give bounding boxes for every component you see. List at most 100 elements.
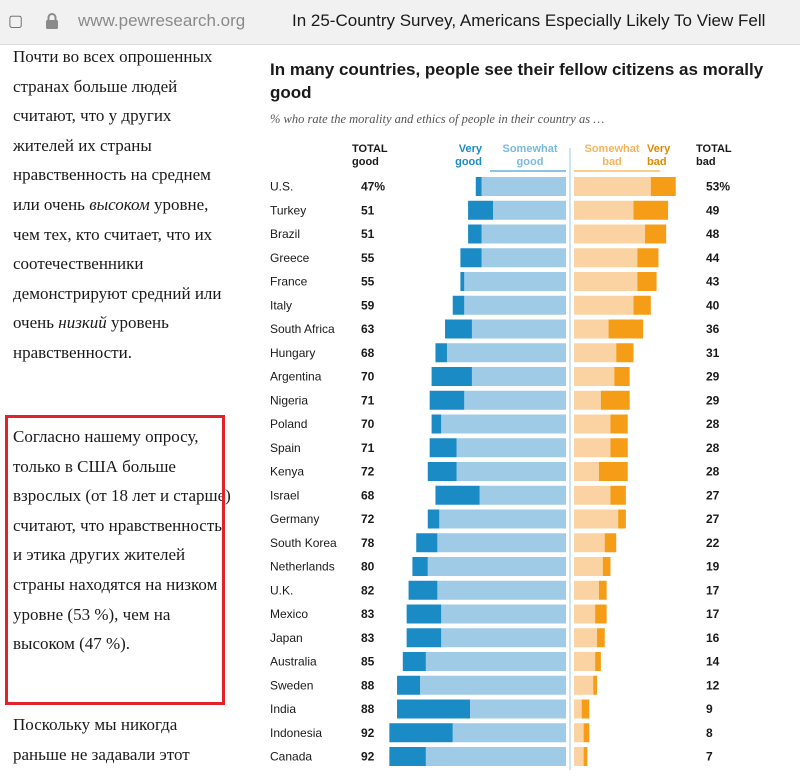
url-domain[interactable]: www.pewresearch.org <box>78 11 246 30</box>
bar-very-bad <box>600 390 630 410</box>
bar-very-good <box>429 390 465 410</box>
total-good-label: 83 <box>361 631 375 645</box>
bar-very-bad <box>583 723 590 743</box>
emphasis-high: высоком <box>89 194 150 214</box>
bar-somewhat-good <box>481 224 566 244</box>
total-bad-label: 12 <box>706 678 720 692</box>
bar-very-good <box>389 747 426 766</box>
total-good-label: 83 <box>361 607 375 621</box>
bar-very-good <box>435 343 447 363</box>
country-label: Canada <box>270 750 312 764</box>
total-bad-label: 8 <box>706 726 713 740</box>
bar-somewhat-good <box>456 438 566 458</box>
bar-somewhat-good <box>437 533 566 553</box>
country-label: South Korea <box>270 536 337 550</box>
bar-somewhat-good <box>452 723 566 743</box>
bar-somewhat-bad <box>574 652 596 671</box>
bar-very-bad <box>608 319 644 339</box>
bar-very-bad <box>610 485 626 505</box>
bar-somewhat-bad <box>574 248 638 268</box>
bar-very-good <box>452 295 465 315</box>
bar-very-good <box>427 462 457 481</box>
bar-very-bad <box>595 652 601 671</box>
total-good-label: 63 <box>361 322 375 336</box>
bar-somewhat-bad <box>574 390 601 410</box>
page-title: In 25-Country Survey, Americans Especial… <box>292 11 766 30</box>
bar-somewhat-good <box>425 747 566 766</box>
bar-very-good <box>406 628 442 648</box>
bar-somewhat-good <box>427 557 566 576</box>
article-paragraph-2: Согласно нашему опросу, только в США бол… <box>13 427 231 654</box>
bar-very-good <box>389 723 453 743</box>
bar-somewhat-good <box>420 675 566 695</box>
country-label: Spain <box>270 441 301 455</box>
country-label: Germany <box>270 512 319 526</box>
bar-very-good <box>427 509 440 529</box>
country-label: Mexico <box>270 607 308 621</box>
highlight-box <box>5 415 225 705</box>
bar-somewhat-good <box>446 343 566 363</box>
country-label: U.K. <box>270 583 293 597</box>
bar-very-bad <box>598 462 628 481</box>
bar-very-good <box>460 272 465 291</box>
total-bad-label: 9 <box>706 702 713 716</box>
bar-somewhat-bad <box>574 699 582 719</box>
total-good-label: 59 <box>361 298 375 312</box>
total-good-label: 68 <box>361 346 375 360</box>
bar-very-bad <box>616 343 634 363</box>
total-good-label: 92 <box>361 750 375 764</box>
bar-very-bad <box>604 533 617 553</box>
bar-very-good <box>416 533 438 553</box>
bar-somewhat-good <box>437 580 566 600</box>
total-bad-label: 31 <box>706 346 720 360</box>
bar-somewhat-good <box>481 248 566 268</box>
bar-very-good <box>406 604 442 624</box>
bar-very-bad <box>595 604 607 624</box>
bar-very-bad <box>610 438 628 458</box>
bar-somewhat-good <box>456 462 566 481</box>
bar-somewhat-good <box>493 200 566 220</box>
bar-somewhat-bad <box>574 557 603 576</box>
total-bad-label: 40 <box>706 298 720 312</box>
bar-very-good <box>412 557 428 576</box>
browser-url-bar[interactable]: ▢ www.pewresearch.org In 25-Country Surv… <box>0 0 800 45</box>
total-bad-label: 29 <box>706 393 720 407</box>
bar-very-bad <box>633 295 651 315</box>
bar-somewhat-bad <box>574 200 634 220</box>
bar-somewhat-bad <box>574 319 609 339</box>
country-label: Poland <box>270 417 307 431</box>
country-label: Israel <box>270 488 299 502</box>
total-good-label: 85 <box>361 655 375 669</box>
bar-somewhat-bad <box>574 224 646 244</box>
tabs-icon[interactable]: ▢ <box>8 13 24 30</box>
bar-very-bad <box>583 747 588 766</box>
bar-somewhat-bad <box>574 723 584 743</box>
total-bad-label: 28 <box>706 417 720 431</box>
total-good-label: 70 <box>361 370 375 384</box>
bar-somewhat-bad <box>574 343 617 363</box>
bar-very-good <box>460 248 482 268</box>
emphasis-low: низкий <box>58 313 107 333</box>
total-good-label: 70 <box>361 417 375 431</box>
bar-very-bad <box>618 509 626 529</box>
bar-very-bad <box>597 628 605 648</box>
total-bad-label: 43 <box>706 275 720 289</box>
country-label: France <box>270 275 308 289</box>
chart-subtitle: % who rate the morality and ethics of pe… <box>270 112 605 126</box>
header-total-bad: TOTAL bad <box>696 143 732 168</box>
total-bad-label: 27 <box>706 512 720 526</box>
bar-very-bad <box>650 177 676 196</box>
bar-somewhat-bad <box>574 604 596 624</box>
total-bad-label: 49 <box>706 203 720 217</box>
total-good-label: 78 <box>361 536 375 550</box>
total-good-label: 72 <box>361 465 375 479</box>
country-label: South Africa <box>270 322 335 336</box>
total-bad-label: 17 <box>706 583 720 597</box>
bar-somewhat-good <box>479 485 566 505</box>
bar-somewhat-good <box>441 414 566 434</box>
total-bad-label: 29 <box>706 370 720 384</box>
country-label: Hungary <box>270 346 315 360</box>
total-good-label: 92 <box>361 726 375 740</box>
bar-somewhat-good <box>441 628 566 648</box>
header-very-good: Very good <box>455 143 482 168</box>
